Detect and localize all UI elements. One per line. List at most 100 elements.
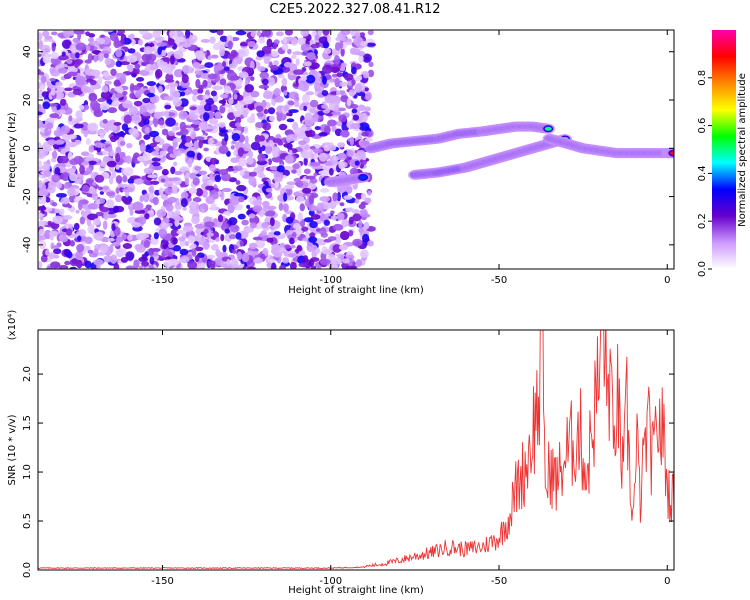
noise-speckle bbox=[138, 216, 147, 225]
noise-speckle bbox=[89, 79, 97, 86]
noise-speckle bbox=[73, 123, 84, 129]
noise-speckle bbox=[126, 216, 138, 224]
noise-speckle bbox=[360, 192, 367, 201]
noise-speckle bbox=[321, 64, 333, 74]
noise-speckle bbox=[69, 172, 78, 182]
noise-speckle bbox=[50, 31, 58, 36]
noise-speckle bbox=[269, 217, 275, 227]
noise-speckle bbox=[283, 104, 290, 112]
noise-speckle bbox=[243, 95, 254, 105]
noise-speckle bbox=[107, 237, 115, 242]
noise-speckle bbox=[161, 168, 169, 176]
noise-speckle bbox=[214, 174, 222, 183]
noise-speckle bbox=[297, 37, 308, 46]
noise-speckle bbox=[204, 62, 214, 68]
noise-speckle bbox=[169, 55, 175, 65]
noise-speckle bbox=[317, 30, 323, 37]
noise-speckle bbox=[141, 253, 148, 260]
noise-speckle bbox=[96, 264, 101, 269]
noise-speckle bbox=[113, 79, 122, 87]
noise-speckle bbox=[112, 205, 120, 214]
noise-speckle bbox=[110, 254, 118, 264]
noise-speckle bbox=[300, 43, 311, 52]
noise-speckle bbox=[143, 134, 151, 140]
noise-speckle bbox=[172, 147, 177, 157]
noise-speckle bbox=[305, 91, 315, 96]
noise-speckle bbox=[309, 62, 320, 70]
noise-speckle bbox=[200, 203, 208, 210]
noise-speckle bbox=[273, 176, 283, 183]
noise-speckle bbox=[298, 140, 307, 146]
noise-speckle bbox=[97, 52, 104, 62]
noise-speckle bbox=[173, 137, 183, 143]
noise-speckle bbox=[120, 256, 129, 263]
noise-speckle bbox=[235, 116, 242, 124]
noise-speckle bbox=[222, 61, 227, 68]
noise-speckle bbox=[160, 178, 166, 183]
noise-speckle bbox=[41, 91, 49, 98]
noise-speckle bbox=[49, 77, 56, 82]
noise-speckle bbox=[169, 90, 181, 100]
noise-speckle bbox=[228, 97, 234, 105]
noise-speckle bbox=[122, 90, 128, 96]
noise-speckle bbox=[109, 135, 118, 143]
noise-speckle bbox=[338, 244, 349, 251]
noise-speckle bbox=[353, 75, 363, 82]
noise-speckle bbox=[244, 84, 255, 93]
noise-speckle bbox=[42, 101, 51, 110]
noise-speckle bbox=[270, 64, 279, 71]
noise-speckle bbox=[246, 266, 257, 269]
noise-speckle bbox=[362, 71, 370, 79]
noise-speckle bbox=[103, 211, 109, 221]
noise-speckle bbox=[319, 258, 331, 266]
noise-speckle bbox=[81, 161, 90, 166]
noise-speckle bbox=[43, 170, 52, 178]
noise-speckle bbox=[281, 43, 289, 51]
noise-speckle bbox=[75, 42, 87, 51]
noise-speckle bbox=[230, 157, 240, 164]
noise-speckle bbox=[217, 214, 224, 223]
noise-speckle bbox=[293, 163, 300, 170]
noise-speckle bbox=[139, 143, 147, 153]
noise-speckle bbox=[338, 90, 346, 95]
noise-speckle bbox=[141, 261, 150, 267]
noise-speckle bbox=[185, 30, 191, 38]
noise-speckle bbox=[323, 219, 331, 226]
noise-speckle bbox=[271, 262, 277, 269]
noise-speckle bbox=[296, 244, 303, 252]
noise-speckle bbox=[45, 249, 50, 256]
noise-speckle bbox=[321, 89, 329, 97]
noise-speckle bbox=[330, 264, 339, 269]
noise-speckle bbox=[152, 165, 163, 171]
noise-speckle bbox=[187, 260, 198, 269]
noise-speckle bbox=[299, 104, 304, 111]
noise-speckle bbox=[336, 152, 347, 161]
noise-speckle bbox=[303, 156, 308, 166]
noise-speckle bbox=[48, 85, 59, 90]
noise-speckle bbox=[288, 149, 293, 156]
noise-speckle bbox=[295, 58, 300, 66]
noise-speckle bbox=[352, 114, 360, 121]
noise-speckle bbox=[38, 228, 45, 236]
noise-speckle bbox=[119, 151, 126, 158]
noise-speckle bbox=[262, 122, 272, 131]
noise-speckle bbox=[301, 93, 310, 104]
noise-speckle bbox=[206, 254, 215, 259]
noise-speckle bbox=[66, 71, 78, 77]
noise-speckle bbox=[290, 244, 296, 249]
noise-speckle bbox=[97, 76, 103, 85]
noise-speckle bbox=[365, 91, 372, 101]
noise-speckle bbox=[50, 87, 56, 96]
noise-speckle bbox=[237, 157, 247, 167]
noise-speckle bbox=[153, 118, 158, 128]
noise-speckle bbox=[209, 30, 218, 33]
noise-speckle bbox=[157, 46, 163, 56]
noise-speckle bbox=[351, 261, 356, 266]
noise-speckle bbox=[331, 73, 338, 78]
noise-speckle bbox=[67, 204, 72, 209]
noise-speckle bbox=[62, 30, 69, 37]
noise-speckle bbox=[95, 211, 104, 217]
noise-speckle bbox=[158, 80, 165, 85]
noise-speckle bbox=[173, 69, 184, 78]
noise-speckle bbox=[340, 63, 346, 72]
